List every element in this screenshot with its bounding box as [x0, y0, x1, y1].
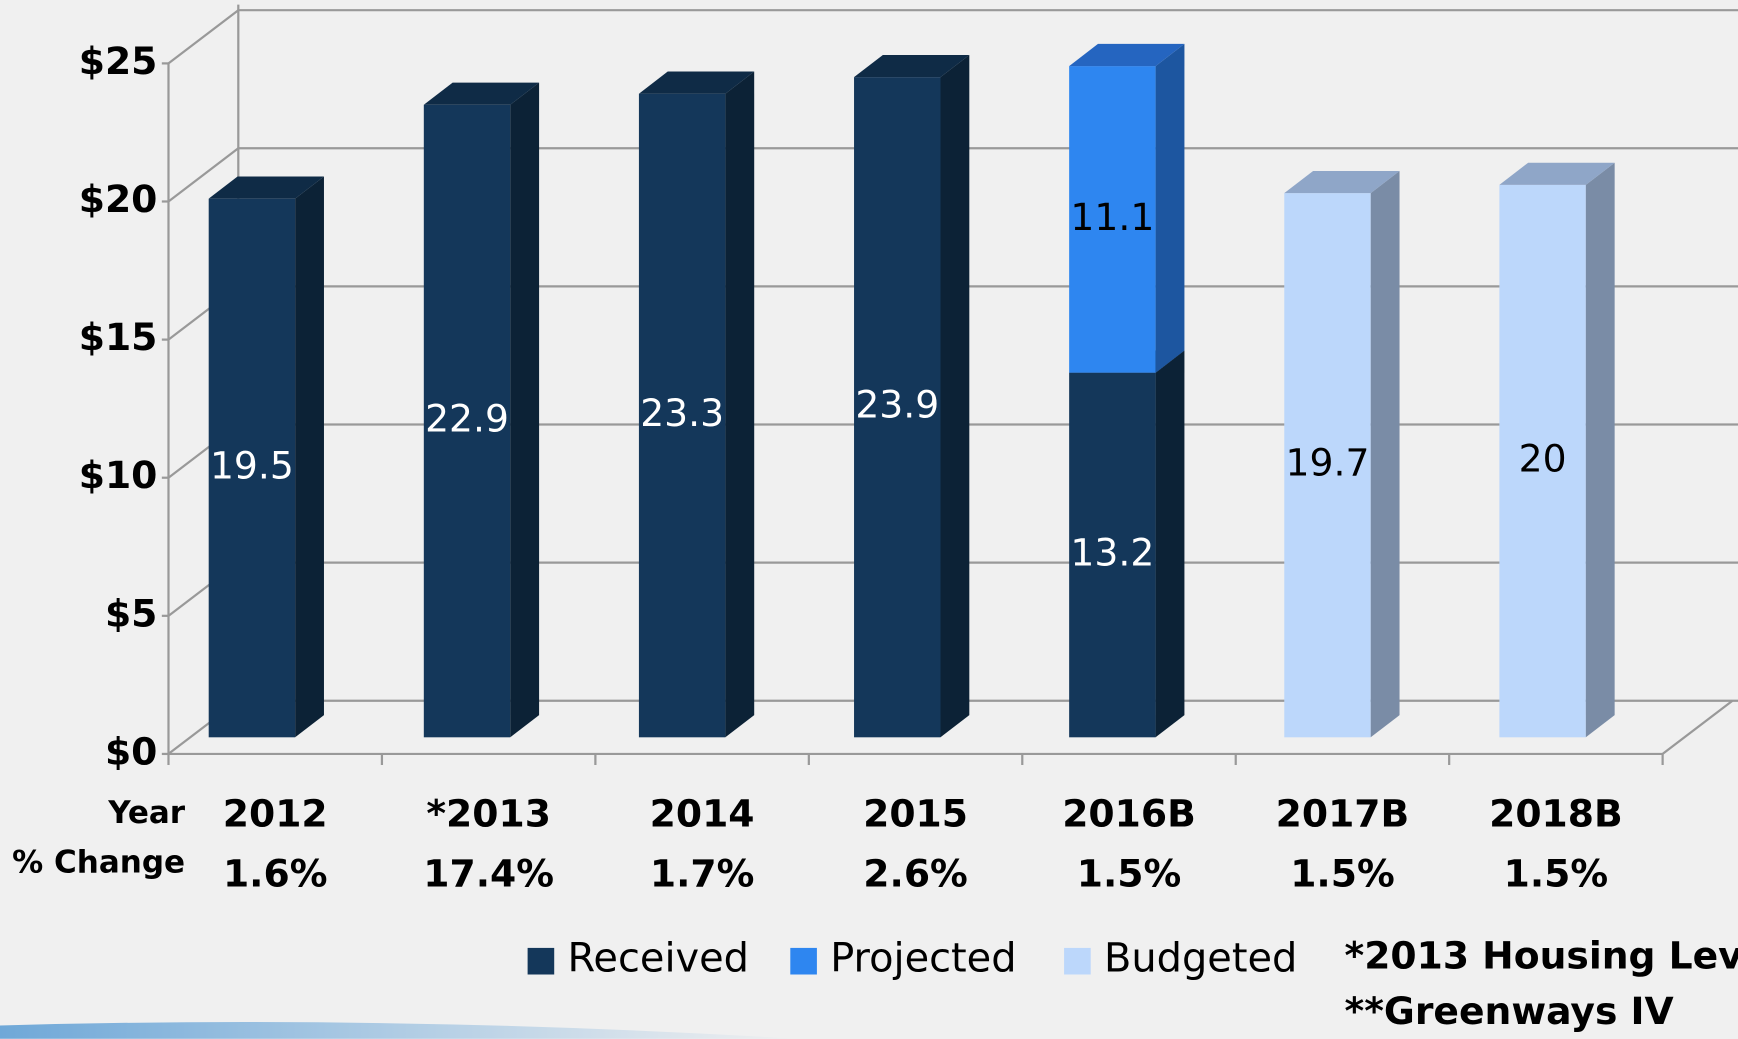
y-tick-label: $15 — [79, 315, 158, 359]
legend-swatch — [790, 947, 817, 975]
x-tick-label: 2012 — [223, 792, 328, 836]
bar — [1069, 372, 1156, 738]
bar — [208, 198, 296, 738]
value-label: 19.5 — [210, 443, 294, 487]
bar-side — [940, 54, 970, 738]
pct-change: 1.5% — [1290, 851, 1394, 895]
bar — [638, 93, 726, 738]
bar-side — [1585, 162, 1615, 738]
value-label: 11.1 — [1070, 195, 1154, 239]
x-tick-label: *2013 — [426, 792, 551, 836]
legend-label: Projected — [830, 936, 1016, 982]
value-label: 23.3 — [640, 391, 724, 435]
pct-change: 17.4% — [423, 851, 554, 895]
pct-change: 1.5% — [1504, 851, 1608, 895]
value-label: 13.2 — [1070, 531, 1154, 575]
value-label: 20 — [1519, 437, 1567, 481]
footnote: **Greenways IV — [1345, 989, 1674, 1033]
y-tick-label: $5 — [105, 591, 157, 635]
bar-side — [1155, 43, 1185, 373]
bar — [1284, 193, 1371, 738]
x-tick-label: 2014 — [650, 792, 755, 836]
bar — [1499, 184, 1586, 738]
legend-label: Budgeted — [1104, 936, 1297, 982]
y-tick-label: $10 — [79, 453, 158, 497]
bar-top — [638, 71, 755, 94]
bar-side — [510, 82, 540, 738]
legend-label: Received — [568, 936, 750, 982]
bar — [1069, 66, 1156, 373]
bar — [423, 104, 511, 738]
bar-side — [295, 176, 324, 738]
bar — [854, 77, 941, 738]
x-tick-label: 2018B — [1489, 792, 1623, 836]
pct-change: 1.5% — [1077, 851, 1181, 895]
grid-line — [167, 147, 1738, 203]
grid-line — [167, 9, 1738, 65]
legend-swatch — [1064, 947, 1091, 975]
bar-top — [854, 54, 970, 78]
y-tick-label: $20 — [79, 177, 158, 221]
value-label: 23.9 — [855, 383, 939, 427]
bar-top — [1499, 162, 1615, 185]
bar-top — [423, 82, 540, 105]
bar-side — [1155, 350, 1185, 738]
bar-top — [208, 176, 324, 199]
x-tick-label: 2016B — [1062, 792, 1196, 836]
footnote: *2013 Housing Levy — [1345, 933, 1738, 977]
row-label: Year — [107, 795, 186, 831]
value-label: 22.9 — [425, 397, 509, 441]
bar-top — [1284, 170, 1400, 194]
pct-change: 1.6% — [223, 851, 327, 895]
decor-stripe — [0, 1022, 799, 1039]
row-label: % Change — [12, 845, 185, 881]
pct-change: 1.7% — [650, 851, 754, 895]
legend-swatch — [527, 947, 555, 975]
x-tick-label: 2015 — [863, 792, 968, 836]
pct-change: 2.6% — [863, 851, 967, 895]
x-tick-label: 2017B — [1276, 792, 1410, 836]
y-tick-label: $0 — [105, 729, 157, 773]
value-label: 19.7 — [1286, 441, 1370, 485]
bar-side — [1370, 170, 1400, 738]
y-tick-label: $25 — [79, 39, 158, 83]
bar-top — [1069, 43, 1185, 67]
bar-side — [725, 71, 755, 738]
